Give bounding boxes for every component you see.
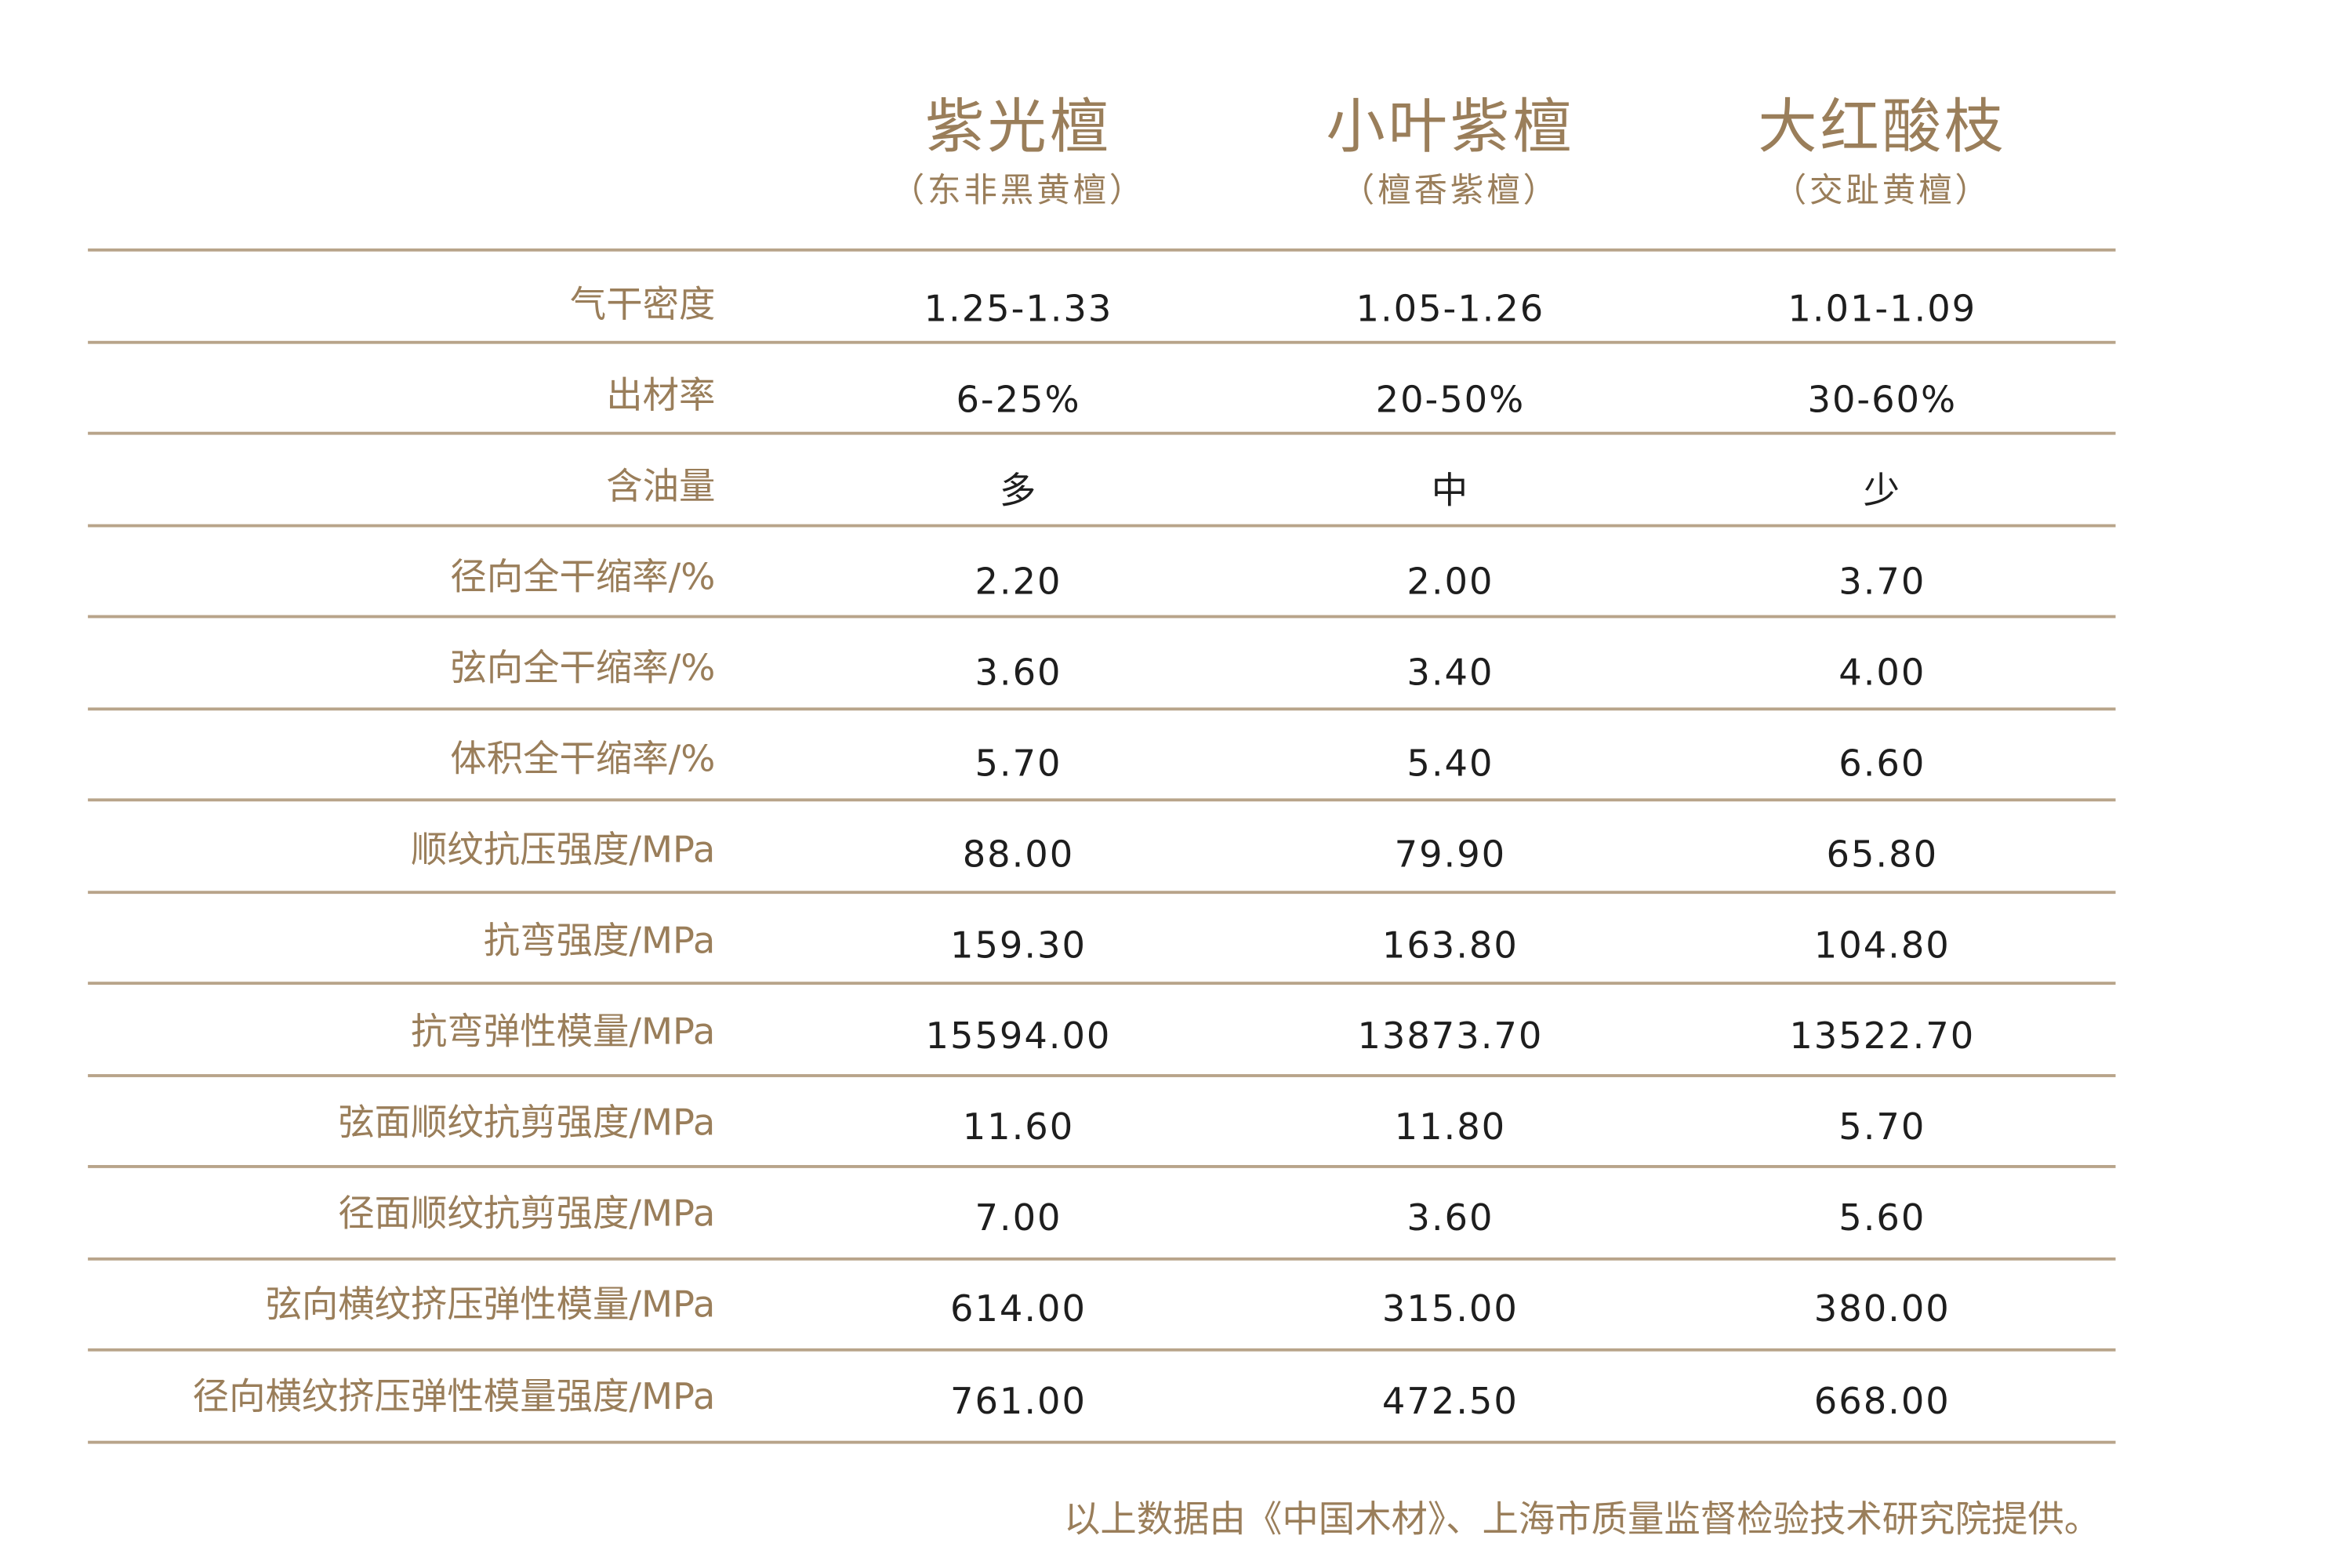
source-footnote: 以上数据由《中国木材》、上海市质量监督检验技术研究院提供。	[1063, 1498, 2101, 1541]
cell-value: 6.60	[1838, 742, 1926, 785]
table-rule	[88, 340, 2116, 344]
cell-value: 1.01-1.09	[1788, 288, 1977, 331]
table-row: 径面顺纹抗剪强度/MPa 7.00 3.60 5.60	[88, 1170, 2115, 1258]
cell-value: 380.00	[1813, 1287, 1951, 1330]
cell-value: 3.60	[1406, 1196, 1494, 1240]
cell-value: 15594.00	[925, 1014, 1112, 1058]
table-row: 抗弯弹性模量/MPa 15594.00 13873.70 13522.70	[88, 988, 2115, 1076]
cell-value: 5.40	[1406, 742, 1494, 785]
column-title: 紫光檀	[925, 93, 1112, 162]
cell-value: 3.40	[1406, 651, 1494, 695]
table-row: 弦向全干缩率/% 3.60 3.40 4.00	[88, 624, 2115, 712]
cell-value: 88.00	[962, 833, 1075, 876]
row-label: 气干密度	[569, 283, 716, 326]
row-label: 弦面顺纹抗剪强度/MPa	[338, 1101, 716, 1144]
row-label: 顺纹抗压强度/MPa	[411, 829, 716, 872]
column-subtitle: （檀香紫檀）	[1341, 172, 1560, 211]
row-label: 径向全干缩率/%	[450, 556, 716, 599]
table-rule	[88, 1348, 2116, 1352]
column-header-1: 紫光檀 （东非黑黄檀）	[822, 91, 1216, 215]
column-title: 小叶紫檀	[1326, 93, 1575, 162]
cell-value: 4.00	[1838, 651, 1926, 695]
cell-value: 472.50	[1381, 1380, 1519, 1423]
cell-value: 2.20	[975, 560, 1062, 604]
cell-value: 163.80	[1381, 924, 1519, 967]
row-label: 体积全干缩率/%	[450, 738, 716, 781]
cell-value: 79.90	[1394, 833, 1507, 876]
cell-value: 65.80	[1826, 833, 1939, 876]
table-rule	[88, 982, 2116, 985]
table-rule	[88, 431, 2116, 435]
cell-value: 5.70	[1838, 1105, 1926, 1149]
row-label: 弦向全干缩率/%	[450, 647, 716, 690]
table-row: 气干密度 1.25-1.33 1.05-1.26 1.01-1.09	[88, 260, 2115, 348]
table-row: 径向横纹挤压弹性模量强度/MPa 761.00 472.50 668.00	[88, 1353, 2115, 1441]
cell-value: 5.60	[1838, 1196, 1926, 1240]
table-rule	[88, 1074, 2116, 1077]
cell-value: 多	[999, 470, 1038, 513]
cell-value: 1.05-1.26	[1356, 288, 1545, 331]
column-subtitle: （东非黑黄檀）	[891, 172, 1146, 211]
column-header-2: 小叶紫檀 （檀香紫檀）	[1254, 91, 1648, 215]
cell-value: 30-60%	[1807, 379, 1958, 422]
table-rule	[88, 1440, 2116, 1444]
table-rule	[88, 707, 2116, 711]
cell-value: 761.00	[949, 1380, 1087, 1423]
cell-value: 11.60	[962, 1105, 1075, 1149]
table-row: 含油量 多 中 少	[88, 442, 2115, 530]
row-label: 抗弯弹性模量/MPa	[411, 1010, 716, 1054]
column-title: 大红酸枝	[1758, 93, 2007, 162]
cell-value: 1.25-1.33	[924, 288, 1113, 331]
cell-value: 104.80	[1813, 924, 1951, 967]
table-row: 弦向横纹挤压弹性模量/MPa 614.00 315.00 380.00	[88, 1261, 2115, 1348]
table-rule	[88, 891, 2116, 895]
cell-value: 668.00	[1813, 1380, 1951, 1423]
table-row: 径向全干缩率/% 2.20 2.00 3.70	[88, 533, 2115, 621]
cell-value: 315.00	[1381, 1287, 1519, 1330]
cell-value: 少	[1863, 470, 1901, 513]
table-rule	[88, 248, 2116, 252]
column-subtitle: （交趾黄檀）	[1773, 172, 1991, 211]
row-label: 含油量	[606, 465, 716, 508]
cell-value: 3.70	[1838, 560, 1926, 604]
row-label: 抗弯强度/MPa	[483, 919, 716, 963]
table-row: 弦面顺纹抗剪强度/MPa 11.60 11.80 5.70	[88, 1079, 2115, 1167]
table-rule	[88, 1257, 2116, 1261]
cell-value: 中	[1431, 470, 1470, 513]
cell-value: 13873.70	[1357, 1014, 1544, 1058]
table-rule	[88, 524, 2116, 528]
table-row: 抗弯强度/MPa 159.30 163.80 104.80	[88, 897, 2115, 985]
column-header-3: 大红酸枝 （交趾黄檀）	[1685, 91, 2079, 215]
cell-value: 11.80	[1394, 1105, 1507, 1149]
cell-value: 2.00	[1406, 560, 1494, 604]
table-rule	[88, 615, 2116, 619]
row-label: 径向横纹挤压弹性模量强度/MPa	[192, 1375, 716, 1418]
cell-value: 6-25%	[956, 379, 1081, 422]
table-row: 出材率 6-25% 20-50% 30-60%	[88, 351, 2115, 439]
table-row: 顺纹抗压强度/MPa 88.00 79.90 65.80	[88, 806, 2115, 894]
cell-value: 20-50%	[1375, 379, 1526, 422]
cell-value: 159.30	[949, 924, 1087, 967]
table-rule	[88, 1165, 2116, 1168]
cell-value: 13522.70	[1789, 1014, 1976, 1058]
cell-value: 7.00	[975, 1196, 1062, 1240]
cell-value: 5.70	[975, 742, 1062, 785]
table-rule	[88, 798, 2116, 802]
row-label: 弦向横纹挤压弹性模量/MPa	[265, 1283, 716, 1326]
cell-value: 614.00	[949, 1287, 1087, 1330]
row-label: 出材率	[606, 374, 716, 417]
row-label: 径面顺纹抗剪强度/MPa	[338, 1192, 716, 1235]
table-row: 体积全干缩率/% 5.70 5.40 6.60	[88, 715, 2115, 803]
cell-value: 3.60	[975, 651, 1062, 695]
